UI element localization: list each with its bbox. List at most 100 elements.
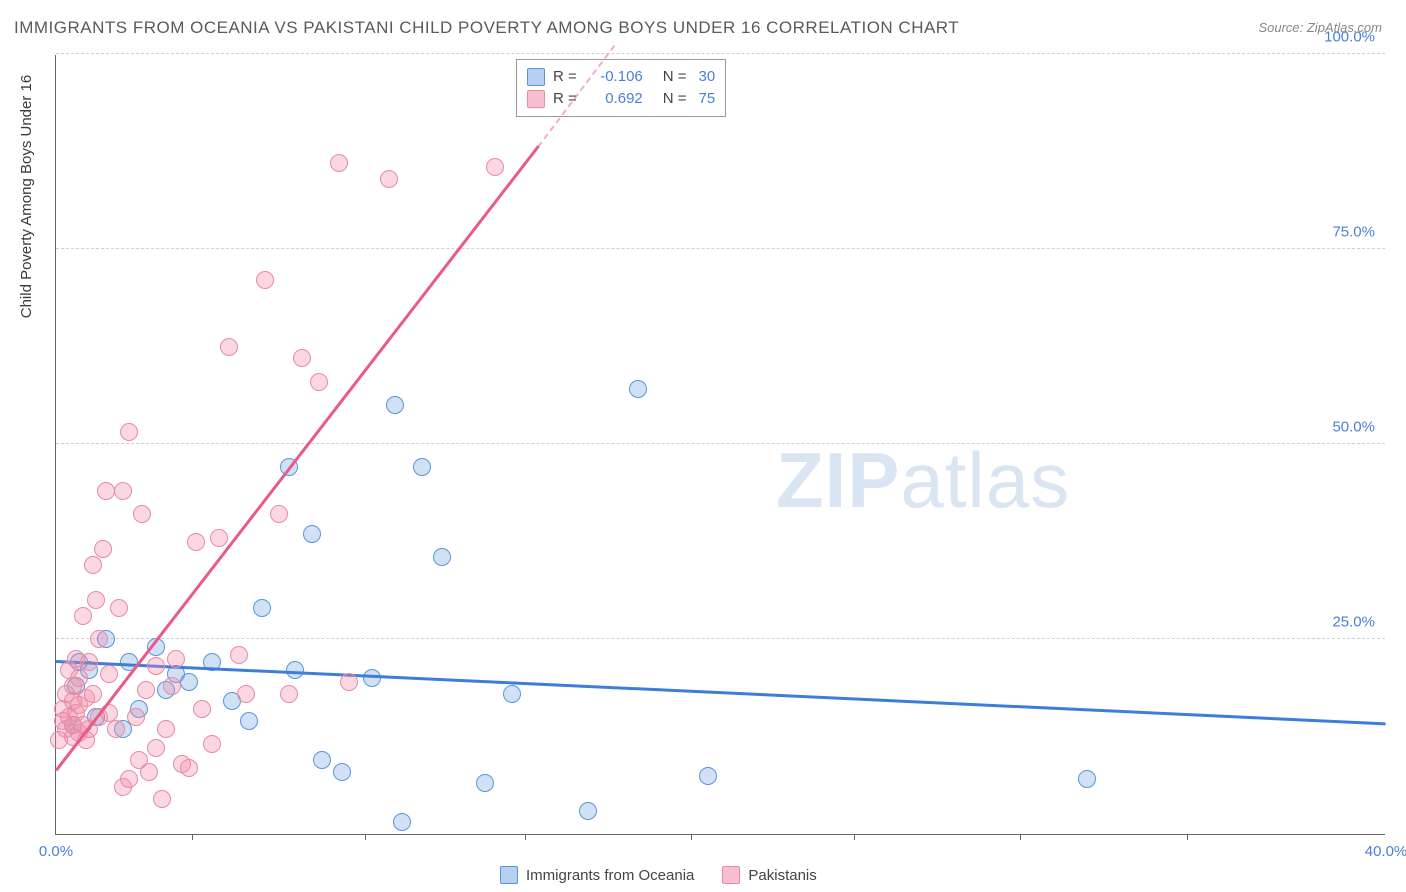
y-tick-label: 25.0% xyxy=(1332,614,1375,631)
data-point xyxy=(237,685,255,703)
x-tick-mark xyxy=(1187,834,1188,840)
data-point xyxy=(333,763,351,781)
bottom-legend: Immigrants from Oceania Pakistanis xyxy=(500,866,817,884)
data-point xyxy=(220,338,238,356)
data-point xyxy=(153,790,171,808)
data-point xyxy=(167,650,185,668)
data-point xyxy=(94,540,112,558)
data-point xyxy=(330,154,348,172)
n-value: 30 xyxy=(699,66,716,88)
data-point xyxy=(386,396,404,414)
data-point xyxy=(120,423,138,441)
data-point xyxy=(280,685,298,703)
x-tick-mark xyxy=(691,834,692,840)
legend-item: Pakistanis xyxy=(722,866,816,884)
r-label: R = xyxy=(553,66,577,88)
x-tick-label: 0.0% xyxy=(39,843,73,860)
data-point xyxy=(303,525,321,543)
data-point xyxy=(310,373,328,391)
gridline xyxy=(56,638,1385,639)
data-point xyxy=(1078,770,1096,788)
data-point xyxy=(203,735,221,753)
data-point xyxy=(80,653,98,671)
gridline xyxy=(56,443,1385,444)
x-tick-mark xyxy=(1020,834,1021,840)
chart-title: IMMIGRANTS FROM OCEANIA VS PAKISTANI CHI… xyxy=(14,18,959,38)
data-point xyxy=(503,685,521,703)
data-point xyxy=(270,505,288,523)
data-point xyxy=(629,380,647,398)
data-point xyxy=(363,669,381,687)
data-point xyxy=(87,591,105,609)
data-point xyxy=(107,720,125,738)
data-point xyxy=(127,708,145,726)
data-point xyxy=(486,158,504,176)
legend-swatch xyxy=(500,866,518,884)
data-point xyxy=(110,599,128,617)
data-point xyxy=(413,458,431,476)
data-point xyxy=(147,657,165,675)
correlation-row: R = -0.106 N = 30 xyxy=(527,66,715,88)
data-point xyxy=(163,677,181,695)
r-value: -0.106 xyxy=(585,66,643,88)
data-point xyxy=(70,669,88,687)
data-point xyxy=(579,802,597,820)
x-tick-mark xyxy=(365,834,366,840)
legend-swatch xyxy=(527,90,545,108)
data-point xyxy=(137,681,155,699)
data-point xyxy=(230,646,248,664)
data-point xyxy=(147,739,165,757)
data-point xyxy=(256,271,274,289)
data-point xyxy=(293,349,311,367)
data-point xyxy=(180,759,198,777)
data-point xyxy=(340,673,358,691)
data-point xyxy=(84,556,102,574)
n-value: 75 xyxy=(699,88,716,110)
data-point xyxy=(180,673,198,691)
n-label: N = xyxy=(663,88,687,110)
data-point xyxy=(84,685,102,703)
data-point xyxy=(140,763,158,781)
legend-item: Immigrants from Oceania xyxy=(500,866,694,884)
watermark: ZIPatlas xyxy=(776,435,1070,526)
watermark-rest: atlas xyxy=(900,436,1070,524)
data-point xyxy=(114,482,132,500)
data-point xyxy=(74,607,92,625)
data-point xyxy=(393,813,411,831)
data-point xyxy=(187,533,205,551)
x-tick-mark xyxy=(525,834,526,840)
n-label: N = xyxy=(663,66,687,88)
legend-swatch xyxy=(722,866,740,884)
data-point xyxy=(699,767,717,785)
x-tick-mark xyxy=(854,834,855,840)
legend-swatch xyxy=(527,68,545,86)
data-point xyxy=(90,630,108,648)
data-point xyxy=(476,774,494,792)
x-tick-mark xyxy=(192,834,193,840)
data-point xyxy=(97,482,115,500)
r-value: 0.692 xyxy=(585,88,643,110)
legend-label: Pakistanis xyxy=(748,867,816,884)
y-axis-label: Child Poverty Among Boys Under 16 xyxy=(18,75,35,318)
data-point xyxy=(193,700,211,718)
data-point xyxy=(157,720,175,738)
data-point xyxy=(253,599,271,617)
legend-label: Immigrants from Oceania xyxy=(526,867,694,884)
source-label: Source: xyxy=(1258,20,1306,35)
data-point xyxy=(380,170,398,188)
y-tick-label: 75.0% xyxy=(1332,224,1375,241)
correlation-box: R = -0.106 N = 30R = 0.692 N = 75 xyxy=(516,59,726,117)
data-point xyxy=(240,712,258,730)
chart-plot-area: ZIPatlas R = -0.106 N = 30R = 0.692 N = 75 25.… xyxy=(55,55,1385,835)
y-tick-label: 50.0% xyxy=(1332,419,1375,436)
data-point xyxy=(100,665,118,683)
data-point xyxy=(433,548,451,566)
data-point xyxy=(210,529,228,547)
data-point xyxy=(133,505,151,523)
watermark-bold: ZIP xyxy=(776,436,900,524)
gridline xyxy=(56,248,1385,249)
correlation-row: R =0.692N =75 xyxy=(527,88,715,110)
x-tick-label: 40.0% xyxy=(1365,843,1406,860)
data-point xyxy=(120,770,138,788)
gridline xyxy=(56,53,1385,54)
